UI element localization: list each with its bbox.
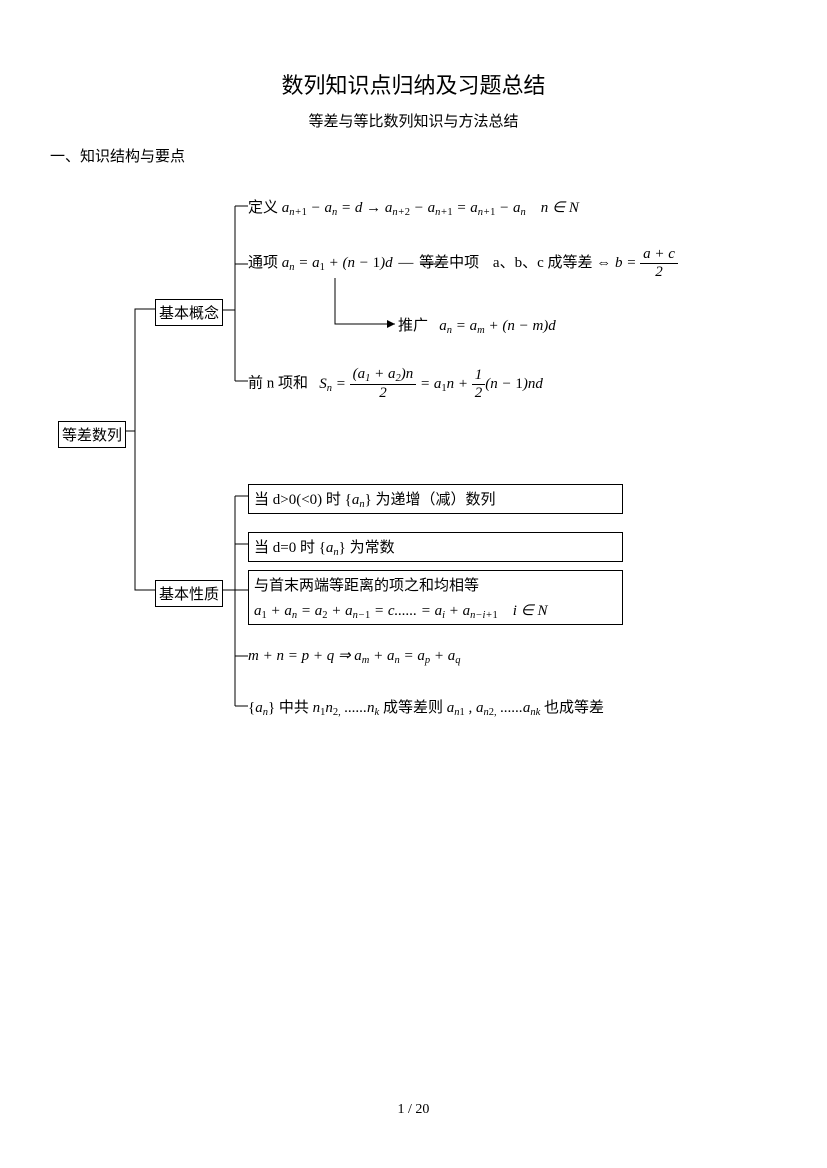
p3-line2: a1 + an = a2 + an−1 = c...... = ai + an−… <box>254 601 617 621</box>
concept-definition: 定义 an+1 − an = d → an+2 − an+1 = an+1 − … <box>248 196 579 218</box>
property-constant: 当 d=0 时 {an} 为常数 <box>248 532 623 562</box>
branch-basic-property: 基本性质 <box>155 580 223 607</box>
sum-formula: Sn = (a1 + a2)n2 = a1n + 12(n − 1)nd <box>319 376 543 392</box>
concept-tuigang: 推广 an = am + (n − m)d <box>398 314 556 336</box>
concept-diagram: 等差数列 基本概念 基本性质 定义 an+1 − an = d → an+2 −… <box>40 186 780 806</box>
property-index-sum: m + n = p + q ⇒ am + an = ap + aq <box>248 646 461 666</box>
mid-text: 等差中项 <box>419 255 479 271</box>
general-prefix: 通项 <box>248 255 278 271</box>
root-node: 等差数列 <box>58 421 126 448</box>
abc-formula: ⇔ b = a + c2 <box>596 255 678 271</box>
tuigang-formula: an = am + (n − m)d <box>439 318 556 334</box>
abc-text: a、b、c 成等差 <box>493 255 593 271</box>
def-prefix: 定义 <box>248 200 278 216</box>
property-subseq: {an} 中共 n1n2, ......nk 成等差则 an1 , an2, .… <box>248 696 604 718</box>
concept-general-term: 通项 an = a1 + (n − 1)d — 等差中项 a、b、c 成等差 ⇔… <box>248 246 678 281</box>
section-heading: 一、知识结构与要点 <box>50 145 777 166</box>
tuigang-label: 推广 <box>398 318 428 334</box>
property-monotone: 当 d>0(<0) 时 {an} 为递增（减）数列 <box>248 484 623 514</box>
p3-line1: 与首末两端等距离的项之和均相等 <box>254 574 617 595</box>
page-title: 数列知识点归纳及习题总结 <box>50 68 777 100</box>
page-number: 1 / 20 <box>0 1102 827 1118</box>
branch-basic-concept: 基本概念 <box>155 299 223 326</box>
property-equal-distance: 与首末两端等距离的项之和均相等 a1 + an = a2 + an−1 = c.… <box>248 570 623 625</box>
sum-prefix: 前 n 项和 <box>248 376 308 392</box>
page-subtitle: 等差与等比数列知识与方法总结 <box>50 110 777 131</box>
concept-sum: 前 n 项和 Sn = (a1 + a2)n2 = a1n + 12(n − 1… <box>248 366 543 402</box>
def-formula: an+1 − an = d → an+2 − an+1 = an+1 − an … <box>282 200 579 216</box>
dash-sep: — <box>398 255 413 271</box>
general-formula: an = a1 + (n − 1)d <box>282 255 393 271</box>
